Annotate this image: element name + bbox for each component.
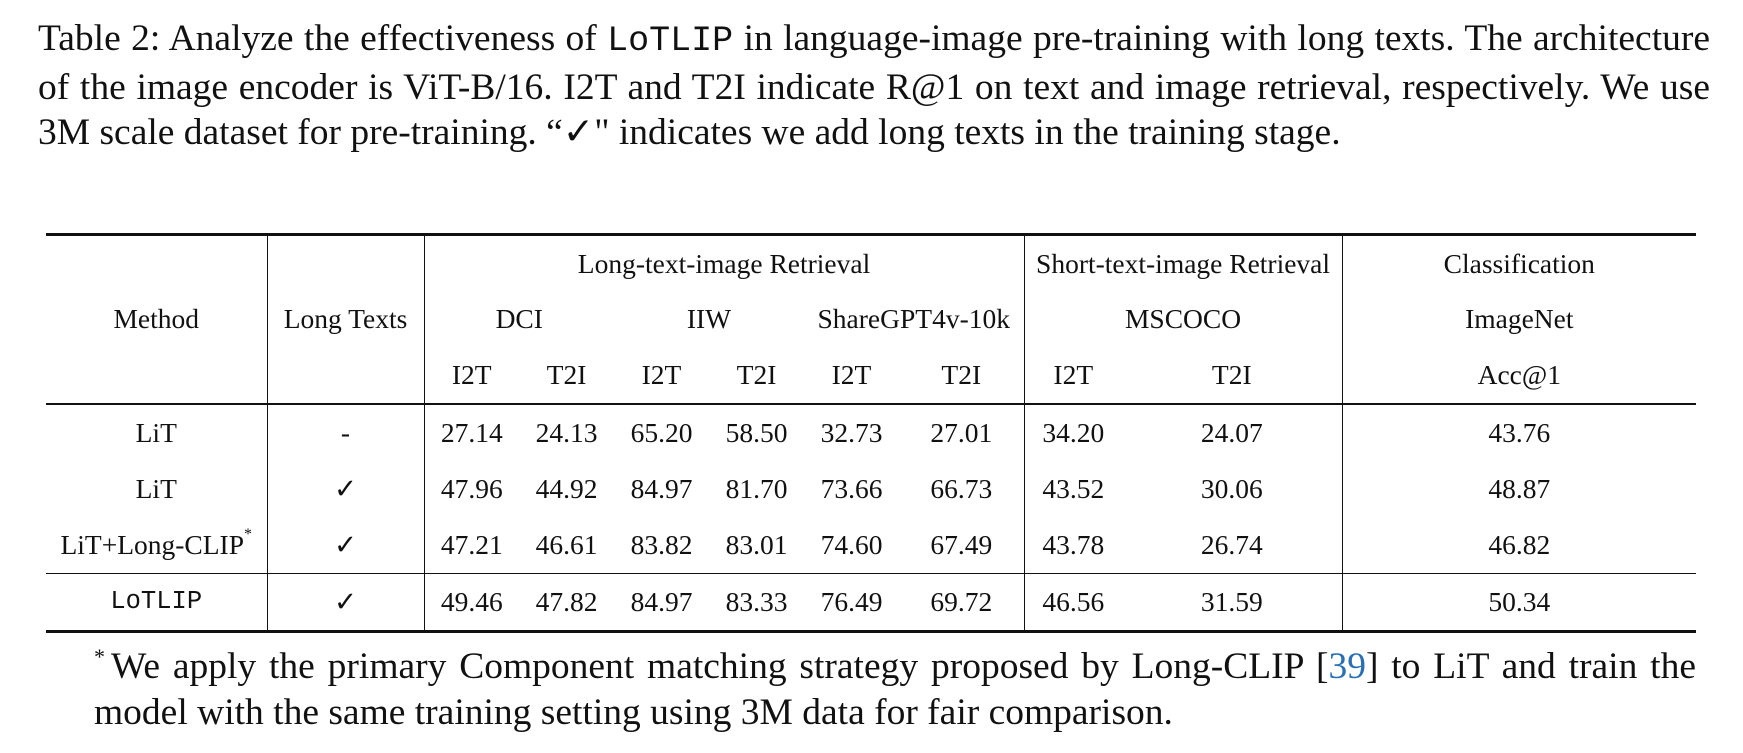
method-cell: LiT+Long-CLIP* — [46, 517, 267, 574]
value-cell: 84.97 — [614, 572, 709, 633]
value-cell: 27.14 — [423, 402, 519, 461]
value-cell: 46.61 — [535, 528, 598, 560]
value-cell: 32.73 — [804, 402, 899, 461]
table-row: LiT ✓ 47.96 44.92 84.97 81.70 73.66 66.7… — [46, 460, 1697, 517]
metric-header: T2I — [546, 358, 587, 390]
value-cell: 84.97 — [630, 472, 693, 504]
value-cell: 58.50 — [709, 402, 804, 461]
dataset-sharegpt4v: ShareGPT4v-10k — [817, 303, 1010, 335]
table-caption: Table 2: Analyze the effectiveness of Lo… — [38, 16, 1710, 156]
dataset-dci: DCI — [423, 291, 614, 347]
caption-text-2: in language-image pre-training with long… — [38, 18, 1710, 153]
dataset-imagenet: ImageNet — [1341, 291, 1697, 347]
value-cell: 81.70 — [725, 472, 788, 504]
value-cell: 74.60 — [820, 528, 883, 560]
table-row: LoTLIP ✓ 49.46 47.82 84.97 83.33 76.49 6… — [46, 572, 1697, 633]
footnote-text-1: We apply the primary Component matching … — [111, 646, 1329, 687]
method-cell: LiT — [135, 472, 177, 504]
caption-method-name: LoTLIP — [607, 21, 734, 61]
citation-link[interactable]: 39 — [1328, 646, 1366, 687]
value-cell: 49.46 — [423, 572, 519, 633]
value-cell: 46.82 — [1341, 516, 1697, 573]
metric-header: T2I — [736, 358, 777, 390]
header-row-datasets: Method Long Texts DCI IIW ShareGPT4v-10k… — [46, 291, 1697, 347]
value-cell: 83.01 — [725, 528, 788, 560]
value-cell: 47.21 — [423, 516, 519, 573]
value-cell: 24.13 — [519, 402, 614, 461]
value-cell: 83.82 — [630, 528, 693, 560]
table-footnote: * We apply the primary Component matching… — [94, 644, 1696, 734]
footnote-text-2: ] to LiT and train the model with the sa… — [94, 646, 1696, 733]
value-cell: 66.73 — [930, 472, 993, 504]
dataset-mscoco: MSCOCO — [1023, 291, 1343, 347]
value-cell: 27.01 — [899, 402, 1025, 461]
metric-header: T2I — [1211, 358, 1252, 390]
header-row-groups: Long-text-image Retrieval Short-text-ima… — [46, 233, 1697, 292]
caption-text-1: Table 2: Analyze the effectiveness of — [38, 18, 608, 59]
short-retrieval-header: Short-text-image Retrieval — [1023, 233, 1343, 292]
metric-header: I2T — [831, 358, 872, 390]
value-cell: 26.74 — [1200, 528, 1263, 560]
classification-header: Classification — [1341, 233, 1697, 292]
method-cell: LoTLIP — [46, 572, 267, 633]
long-texts-header: Long Texts — [266, 291, 424, 347]
metric-header: I2T — [1023, 347, 1123, 404]
long-texts-cell: - — [266, 402, 424, 461]
dataset-iiw: IIW — [686, 303, 732, 335]
metric-header: T2I — [941, 358, 982, 390]
long-texts-cell: ✓ — [266, 516, 424, 573]
value-cell: 69.72 — [899, 572, 1025, 633]
value-cell: 44.92 — [535, 472, 598, 504]
value-cell: 43.78 — [1023, 516, 1123, 573]
value-cell: 47.82 — [519, 572, 614, 633]
value-cell: 76.49 — [804, 572, 899, 633]
table-row: LiT - 27.14 24.13 65.20 58.50 32.73 27.0… — [46, 402, 1697, 461]
long-texts-cell: ✓ — [266, 460, 424, 517]
value-cell: 43.52 — [1023, 460, 1123, 517]
metric-header: I2T — [641, 358, 682, 390]
footnote-marker: * — [244, 526, 253, 544]
value-cell: 46.56 — [1023, 572, 1123, 633]
header-row-metrics: I2T T2I I2T T2I I2T T2I I2T T2I Acc@1 — [46, 347, 1697, 404]
value-cell: 48.87 — [1341, 460, 1697, 517]
value-cell: 34.20 — [1023, 402, 1123, 461]
footnote-marker: * — [94, 644, 105, 669]
value-cell: 47.96 — [423, 460, 519, 517]
long-texts-cell: ✓ — [266, 572, 424, 633]
metric-header: I2T — [423, 347, 519, 404]
method-header: Method — [113, 303, 200, 335]
value-cell: 43.76 — [1341, 402, 1697, 461]
value-cell: 50.34 — [1341, 572, 1697, 633]
value-cell: 31.59 — [1122, 572, 1343, 633]
value-cell: 83.33 — [709, 572, 804, 633]
value-cell: 73.66 — [820, 472, 883, 504]
value-cell: 24.07 — [1122, 402, 1343, 461]
table-row: LiT+Long-CLIP* ✓ 47.21 46.61 83.82 83.01… — [46, 516, 1697, 574]
method-label: LiT+Long-CLIP — [60, 528, 245, 560]
value-cell: 65.20 — [614, 402, 709, 461]
metric-header: Acc@1 — [1341, 347, 1697, 404]
results-table: Long-text-image Retrieval Short-text-ima… — [46, 233, 1697, 633]
method-cell: LiT — [46, 402, 267, 461]
value-cell: 67.49 — [930, 528, 993, 560]
value-cell: 30.06 — [1200, 472, 1263, 504]
long-retrieval-header: Long-text-image Retrieval — [423, 233, 1025, 292]
